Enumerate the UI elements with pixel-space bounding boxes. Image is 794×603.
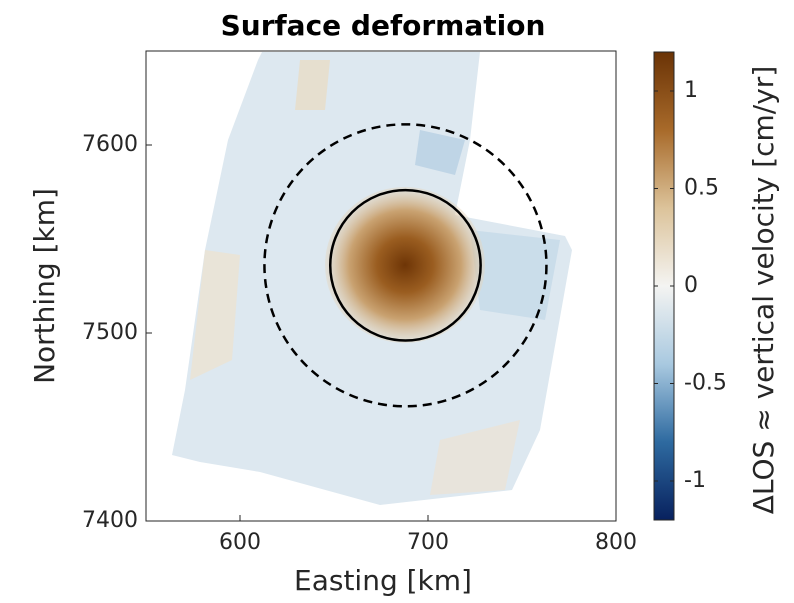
colorbar-tick-label: -0.5: [684, 371, 727, 396]
circle-solid: [328, 188, 482, 342]
colorbar-tick-label: 0.5: [684, 176, 719, 201]
deformation-field: [172, 52, 572, 505]
y-tick-label: 7500: [82, 320, 138, 345]
circle-dashed: [263, 123, 548, 408]
colorbar-tick-label: 1: [684, 78, 698, 103]
x-axis-label: Easting [km]: [294, 564, 472, 597]
y-tick-label: 7400: [82, 508, 138, 533]
colorbar-label: ΔLOS ≈ vertical velocity [cm/yr]: [747, 66, 780, 515]
y-axis-label: Northing [km]: [28, 188, 61, 384]
x-tick-label: 800: [595, 530, 637, 555]
colorbar-tick-label: 0: [684, 273, 698, 298]
x-tick-label: 600: [219, 530, 261, 555]
plot-frame: [145, 50, 617, 522]
y-tick-label: 7600: [82, 132, 138, 157]
chart-title: Surface deformation: [221, 9, 546, 42]
colorbar-tick-label: -1: [684, 468, 706, 493]
x-tick-label: 700: [407, 530, 449, 555]
